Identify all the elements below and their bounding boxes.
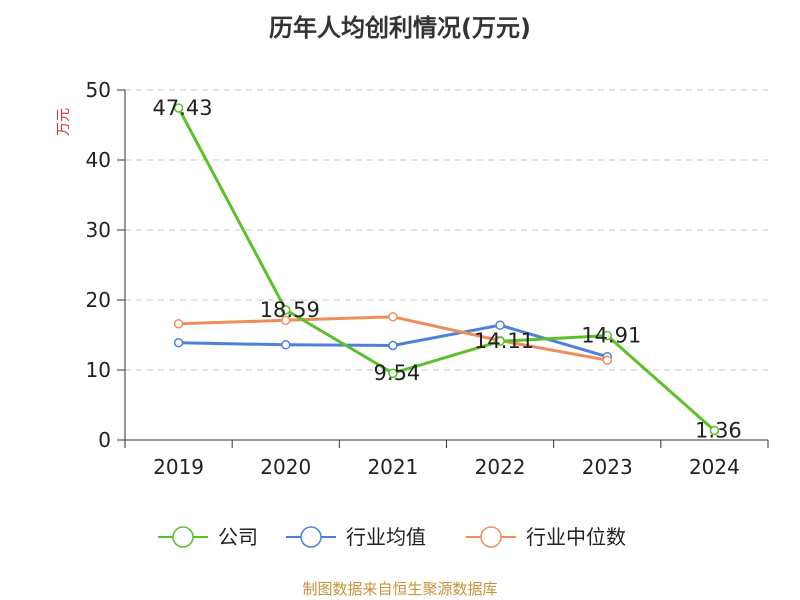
series-point-0 [709, 425, 720, 436]
y-tick-label: 30 [86, 218, 111, 242]
legend: 公司 行业均值 行业中位数 [158, 525, 626, 549]
legend-marker [172, 526, 194, 548]
chart-title: 历年人均创利情况(万元) [269, 14, 531, 42]
y-axis-label: 万元 [56, 108, 72, 136]
x-tick-label: 2024 [689, 455, 740, 479]
series-point-0 [388, 368, 398, 378]
series-point-1 [388, 340, 398, 351]
data-label: 9.54 [374, 361, 421, 385]
series-point-0 [173, 103, 184, 113]
gridlines [125, 89, 768, 371]
x-tick-label: 2021 [367, 455, 418, 479]
series-point-2 [281, 315, 291, 326]
series-point-0 [281, 305, 291, 315]
data-label: 1.36 [695, 418, 742, 442]
x-tick-label: 2022 [475, 455, 526, 479]
legend-label: 行业均值 [346, 525, 426, 549]
data-label: 47.43 [153, 96, 213, 120]
legend-label: 公司 [218, 525, 258, 549]
data-label: 14.11 [474, 329, 534, 353]
y-tick-label: 20 [86, 288, 111, 312]
x-tick-label: 2020 [260, 455, 311, 479]
legend-marker [480, 526, 502, 548]
series-point-2 [602, 355, 612, 365]
series-point-2 [173, 319, 184, 329]
data-labels: 47.43 18.59 9.54 14.11 14.91 1.36 [153, 96, 742, 442]
x-tick-label: 2023 [582, 455, 633, 479]
legend-marker [300, 526, 322, 548]
legend-label: 行业中位数 [526, 525, 626, 549]
y-tick-label: 40 [86, 148, 111, 172]
series-point-1 [281, 340, 291, 350]
series-point-0 [495, 336, 505, 346]
y-tick-label: 10 [86, 358, 111, 382]
x-tick-label: 2019 [153, 455, 204, 479]
legend-item-2[interactable]: 行业中位数 [466, 525, 626, 549]
series-point-2 [388, 312, 398, 322]
series-line-0 [177, 107, 716, 432]
series-lines [173, 103, 720, 436]
y-tick-label: 50 [86, 78, 111, 102]
data-label: 18.59 [260, 298, 320, 322]
data-label: 14.91 [581, 324, 641, 348]
y-tick-label: 0 [98, 428, 111, 452]
axes: 0 10 20 30 40 50 万元 2019 2020 2021 2022 2023 2024 [56, 78, 769, 479]
legend-item-0[interactable]: 公司 [158, 525, 258, 549]
series-point-1 [495, 320, 505, 330]
series-point-0 [602, 330, 612, 341]
legend-item-1[interactable]: 行业均值 [286, 525, 426, 549]
series-point-1 [173, 337, 184, 348]
source-note: 制图数据来自恒生聚源数据库 [302, 580, 498, 598]
